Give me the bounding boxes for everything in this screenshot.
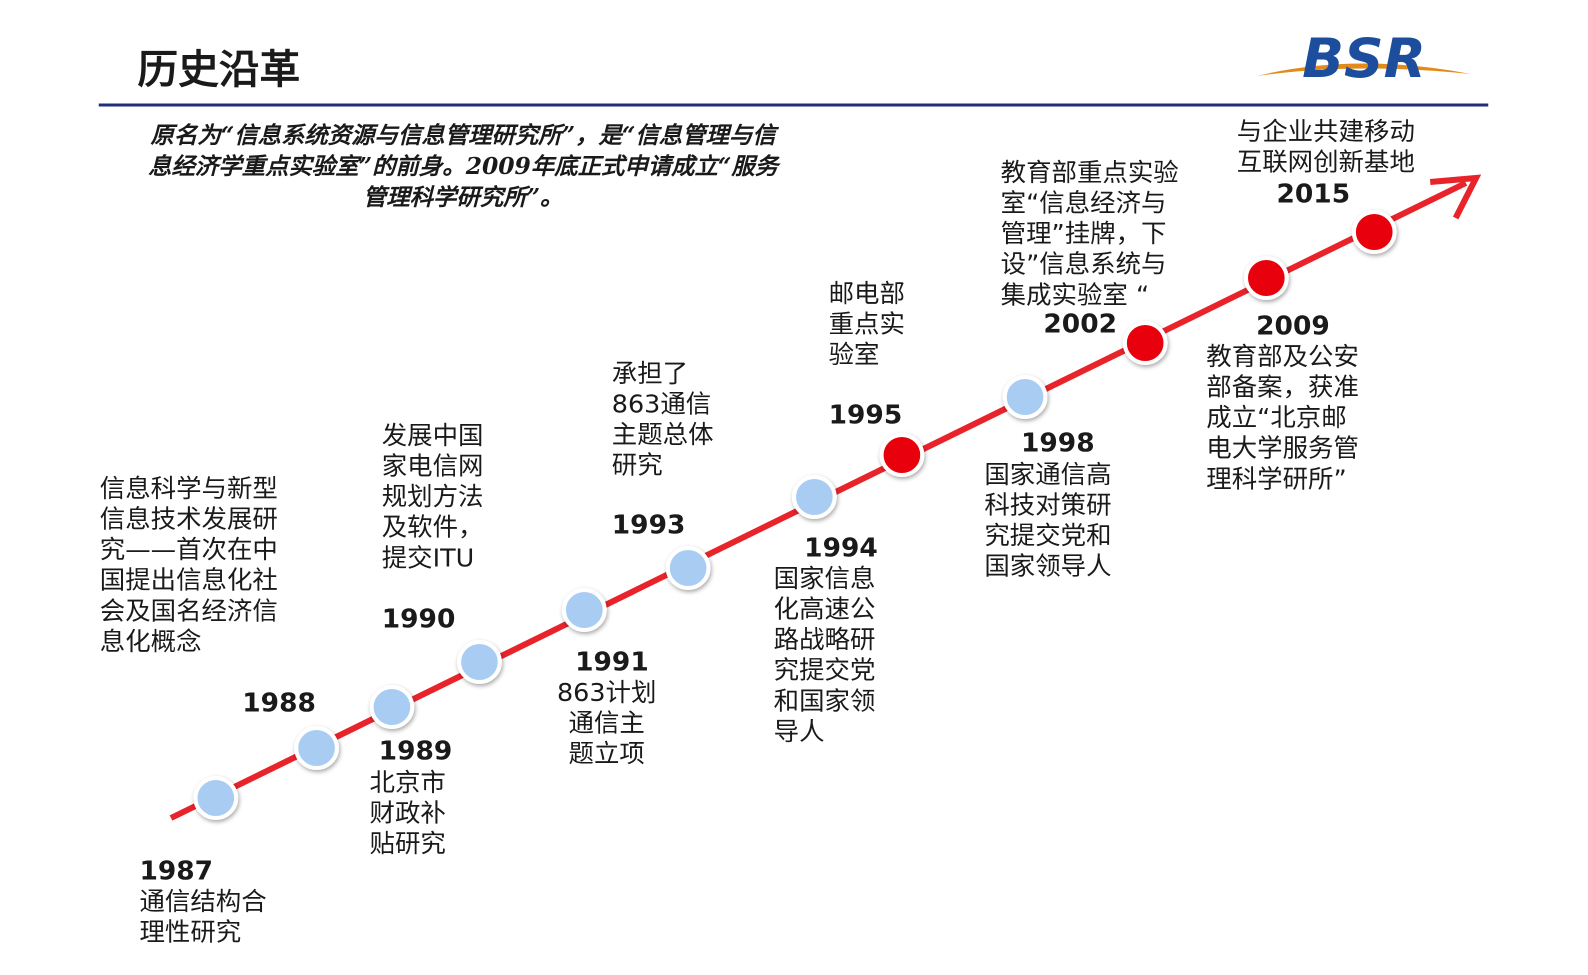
milestone-dot xyxy=(193,776,239,820)
milestone-desc: 理性研究 xyxy=(139,918,241,947)
milestone-desc: 化高速公 xyxy=(774,595,876,624)
milestone-year: 1987 xyxy=(139,857,213,887)
milestone-desc: 重点实 xyxy=(829,310,905,339)
milestone-dot xyxy=(1351,210,1397,254)
milestone-desc: 科技对策研 xyxy=(984,491,1111,520)
milestone-desc: 863通信 xyxy=(612,390,711,419)
milestone-year: 1990 xyxy=(382,605,456,635)
milestone-desc: 北京市 xyxy=(370,768,446,797)
milestone-desc: 互联网创新基地 xyxy=(1237,148,1415,177)
milestone-desc: 教育部重点实验 xyxy=(1001,158,1179,187)
milestone-desc: 研究 xyxy=(612,451,663,480)
milestone-dot xyxy=(879,433,925,477)
milestone-desc: 规划方法 xyxy=(382,482,484,511)
milestone-desc: 信息科学与新型 xyxy=(100,474,278,503)
milestone-dot xyxy=(791,475,837,519)
milestone-desc: 题立项 xyxy=(569,739,645,768)
milestone-desc: 通信结构合 xyxy=(139,887,266,916)
milestone-desc: 国家领导人 xyxy=(984,552,1111,581)
milestone-desc: 设”信息系统与 xyxy=(1001,250,1167,279)
milestone-dot xyxy=(369,685,415,729)
milestone-desc: 信息技术发展研 xyxy=(100,505,278,534)
intro-line: 管理科学研究所”。 xyxy=(363,184,564,211)
milestone-desc: 主题总体 xyxy=(612,420,714,449)
milestone-dot xyxy=(294,726,339,770)
milestone-dot xyxy=(665,546,711,590)
milestone-desc: 究提交党和 xyxy=(984,521,1111,550)
milestone-desc: 成立“北京邮 xyxy=(1206,403,1346,432)
timeline-arrowhead xyxy=(1429,174,1482,220)
milestone-year: 1993 xyxy=(612,511,686,541)
milestone-dot xyxy=(1122,321,1168,365)
milestone-desc: 承担了 xyxy=(612,359,688,388)
milestone-desc: 国家信息 xyxy=(774,564,876,593)
milestone-desc: 财政补 xyxy=(370,799,446,828)
milestone-desc: 提交ITU xyxy=(382,544,475,573)
intro-line: 原名为“信息系统资源与信息管理研究所”，是“信息管理与信 xyxy=(151,122,780,149)
milestone-desc: 发展中国 xyxy=(382,421,484,450)
milestone-desc: 863计划 xyxy=(557,678,656,707)
milestone-year: 1995 xyxy=(829,401,903,431)
milestone-dot xyxy=(561,588,607,632)
milestone-desc: 究——首次在中 xyxy=(100,535,278,564)
milestone-desc: 导人 xyxy=(774,717,825,746)
milestone-desc: 路战略研 xyxy=(774,625,876,654)
milestone-desc: 电大学服务管 xyxy=(1206,434,1359,463)
milestone-desc: 究提交党 xyxy=(774,656,876,685)
milestone-desc: 及软件， xyxy=(382,513,484,542)
milestone-desc: 教育部及公安 xyxy=(1206,342,1359,371)
milestone-year: 1991 xyxy=(575,648,649,678)
milestone-desc: 通信主 xyxy=(569,709,645,738)
title: 历史沿革 xyxy=(137,46,300,93)
logo: BSR xyxy=(1302,26,1426,89)
milestone-desc: 理科学研所” xyxy=(1206,465,1346,494)
intro-line: 息经济学重点实验室”的前身。2009年底正式申请成立“服务 xyxy=(148,153,781,180)
milestone-year: 1988 xyxy=(242,689,316,719)
milestone-desc: 国家通信高 xyxy=(984,460,1111,489)
milestone-desc: 验室 xyxy=(829,340,880,369)
milestone-desc: 息化概念 xyxy=(100,627,202,656)
milestone-desc: 邮电部 xyxy=(829,279,905,308)
milestone-desc: 与企业共建移动 xyxy=(1237,117,1415,146)
milestone-desc: 会及国名经济信 xyxy=(100,597,278,626)
milestone-year: 1989 xyxy=(379,737,453,767)
milestone-desc: 部备案，获准 xyxy=(1206,373,1359,402)
milestone-year: 1998 xyxy=(1021,429,1095,459)
milestone-year: 2009 xyxy=(1256,312,1330,342)
milestone-desc: 家电信网 xyxy=(382,452,484,481)
milestone-dot xyxy=(1002,375,1048,419)
milestone-desc: 国提出信息化社 xyxy=(100,566,278,595)
milestone-year: 2002 xyxy=(1043,310,1117,340)
milestone-desc: 和国家领 xyxy=(774,687,876,716)
milestone-year: 1994 xyxy=(804,534,878,564)
milestone-desc: 贴研究 xyxy=(370,829,446,858)
milestone-desc: 管理”挂牌，下 xyxy=(1001,219,1167,248)
milestone-year: 2015 xyxy=(1277,180,1351,210)
milestone-dot xyxy=(457,640,502,684)
logo-swoosh xyxy=(1257,63,1471,76)
milestone-dot xyxy=(1243,256,1289,300)
milestone-desc: 室“信息经济与 xyxy=(1001,189,1167,218)
milestone-desc: 集成实验室 “ xyxy=(1001,281,1149,310)
